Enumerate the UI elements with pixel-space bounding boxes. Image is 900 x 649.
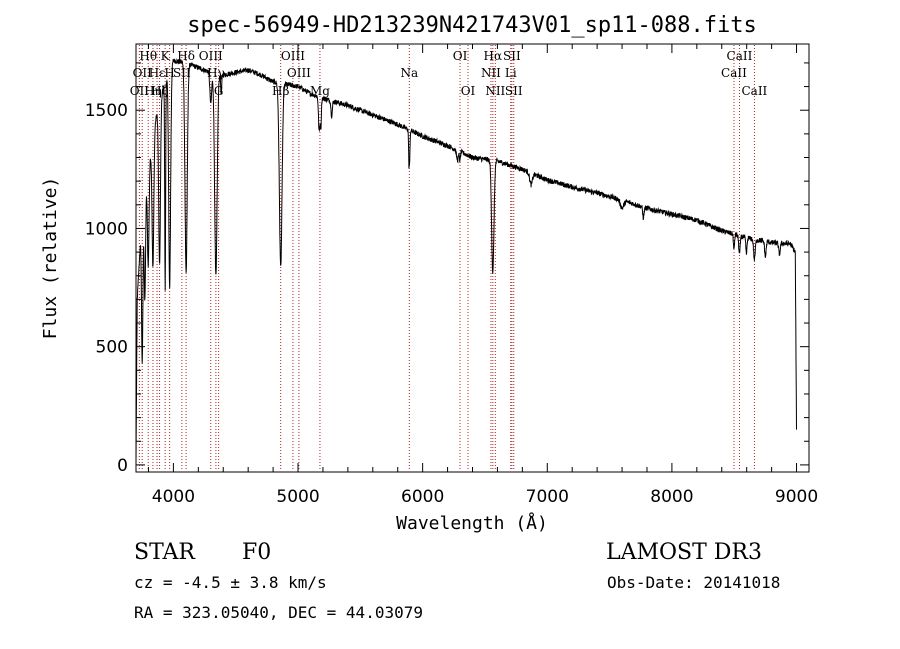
line-marker-label: OIII <box>287 66 311 80</box>
line-marker-label: Hα <box>484 49 503 63</box>
spectrum-line <box>135 58 797 465</box>
line-marker-label: Hθ <box>139 49 157 63</box>
line-marker-label: NII <box>485 84 505 98</box>
line-marker-label: SII <box>173 66 191 80</box>
line-marker-label: Hβ <box>272 84 289 98</box>
line-marker-label: SII <box>505 84 523 98</box>
x-tick-label: 9000 <box>775 487 818 507</box>
spectral-subclass: F0 <box>242 540 272 565</box>
line-marker-label: NII <box>481 66 501 80</box>
survey-name: LAMOST DR3 <box>606 540 762 565</box>
x-axis-label: Wavelength (Å) <box>396 512 548 534</box>
x-tick-label: 4000 <box>152 487 195 507</box>
line-marker-label: Mg <box>310 84 330 98</box>
line-marker-label: OII <box>133 66 153 80</box>
x-tick-label: 5000 <box>276 487 319 507</box>
line-marker-label: Hε <box>149 66 166 80</box>
line-marker-label: K <box>161 49 171 63</box>
line-marker-label: SII <box>503 49 521 63</box>
line-marker-label: Hη <box>144 84 162 98</box>
x-tick-label: 7000 <box>526 487 569 507</box>
y-tick-label: 500 <box>96 338 128 358</box>
chart-title: spec-56949-HD213239N421743V01_sp11-088.f… <box>187 13 757 38</box>
line-marker-label: CaII <box>741 84 767 98</box>
line-marker-label: OI <box>453 49 468 63</box>
y-tick-label: 1000 <box>85 219 128 239</box>
line-marker-label: H <box>164 66 174 80</box>
x-tick-label: 8000 <box>650 487 693 507</box>
redshift-cz: cz = -4.5 ± 3.8 km/s <box>134 573 327 592</box>
line-marker-label: OIII <box>199 49 223 63</box>
y-tick-label: 0 <box>117 456 128 476</box>
y-tick-label: 1500 <box>85 101 128 121</box>
line-marker-label: Li <box>505 66 517 80</box>
x-axis-ticks: 4000 5000 6000 7000 8000 9000 <box>147 44 818 507</box>
line-marker-label: Hδ <box>177 49 195 63</box>
object-class: STAR <box>134 540 195 565</box>
y-axis-label: Flux (relative) <box>40 177 61 340</box>
sky-coordinates: RA = 323.05040, DEC = 44.03079 <box>134 603 423 622</box>
observation-date: Obs-Date: 20141018 <box>607 573 781 592</box>
line-marker-label: Na <box>400 66 418 80</box>
line-marker-label: OII <box>130 84 150 98</box>
x-tick-label: 6000 <box>401 487 444 507</box>
y-axis-ticks: 0 500 1000 1500 <box>85 62 809 476</box>
line-marker-label: OI <box>461 84 476 98</box>
line-marker-label: OIII <box>281 49 305 63</box>
line-marker-label: CaII <box>721 66 747 80</box>
line-marker-label: CaII <box>727 49 753 63</box>
